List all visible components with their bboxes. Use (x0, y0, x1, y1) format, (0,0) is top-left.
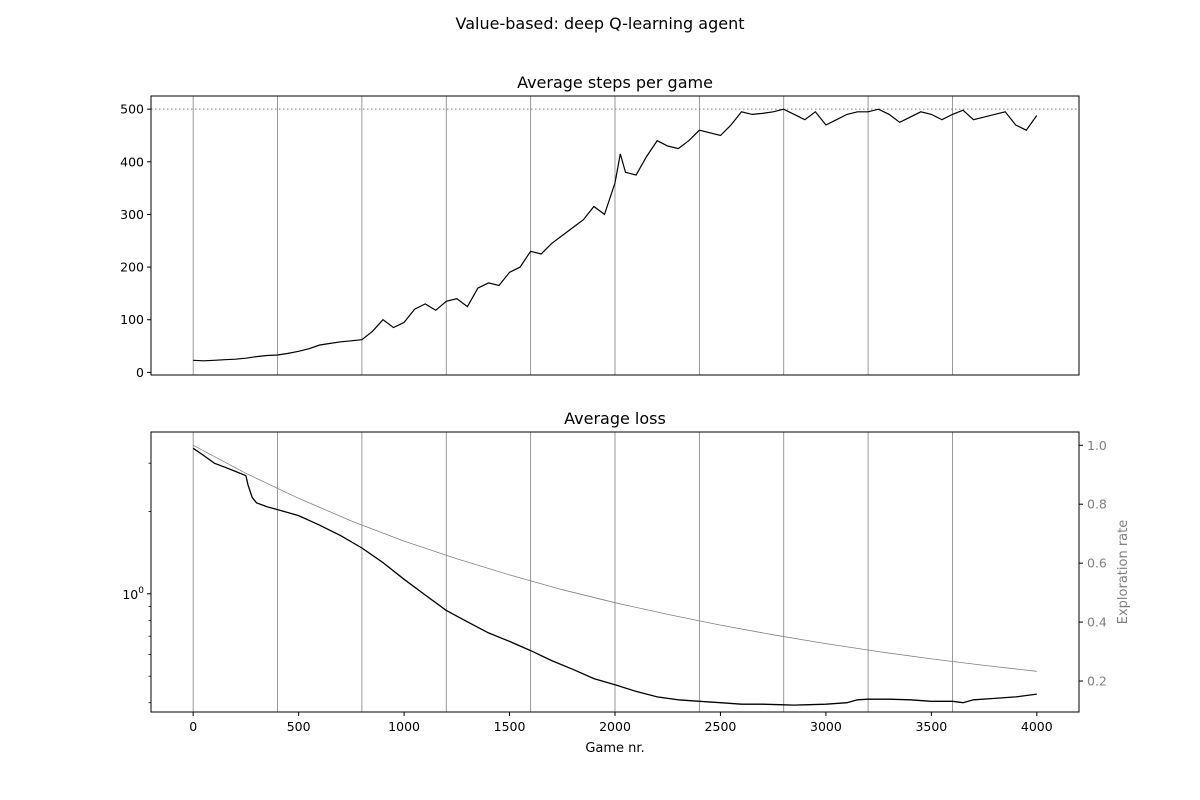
exploration-y-tick-label: 0.8 (1087, 497, 1107, 512)
loss-x-tick-label: 3000 (810, 719, 842, 734)
steps-chart-title: Average steps per game (517, 73, 713, 92)
loss-chart-x-label: Game nr. (585, 741, 644, 756)
loss-chart-series (192, 444, 1037, 706)
exploration-y-tick-label: 0.2 (1087, 674, 1107, 689)
loss-chart-y-axis: 100 (122, 462, 151, 704)
exploration-rate-axis: 0.2 0.4 0.6 0.8 1.0 (1079, 438, 1107, 689)
steps-y-tick-label: 400 (120, 154, 144, 169)
loss-chart-x-axis: 0 500 1000 1500 2000 2500 3000 3500 4000 (189, 712, 1053, 734)
steps-y-tick-label: 200 (120, 260, 144, 275)
steps-y-tick-label: 100 (120, 312, 144, 327)
loss-x-tick-label: 1500 (494, 719, 526, 734)
loss-chart-panel: Average loss 0 500 1000 1500 2000 2500 3000 350… (122, 409, 1131, 756)
steps-chart-frame (150, 95, 1080, 376)
exploration-y-tick-label: 1.0 (1087, 438, 1107, 453)
steps-chart-gridlines (192, 96, 953, 375)
loss-chart-gridlines (192, 432, 953, 712)
steps-y-tick-label: 0 (136, 365, 144, 380)
exploration-y-tick-label: 0.6 (1087, 556, 1107, 571)
loss-x-tick-label: 4000 (1021, 719, 1053, 734)
loss-x-tick-label: 3500 (915, 719, 947, 734)
loss-x-tick-label: 2500 (705, 719, 737, 734)
average-steps-line (193, 108, 1038, 362)
loss-x-tick-label: 500 (287, 719, 311, 734)
exploration-rate-axis-label: Exploration rate (1116, 520, 1131, 624)
average-loss-line (192, 447, 1037, 706)
steps-y-tick-label: 300 (120, 207, 144, 222)
steps-chart-y-axis: 0 100 200 300 400 500 (120, 102, 151, 380)
steps-chart-panel: Average steps per game 0 100 200 300 400 500 (120, 73, 1080, 380)
steps-chart-series (193, 108, 1038, 362)
exploration-rate-line (193, 444, 1037, 672)
exploration-y-tick-label: 0.4 (1087, 615, 1107, 630)
loss-x-tick-label: 0 (189, 719, 197, 734)
loss-x-tick-label: 1000 (388, 719, 420, 734)
loss-chart-title: Average loss (564, 409, 666, 428)
steps-y-tick-label: 500 (120, 102, 144, 117)
loss-x-tick-label: 2000 (599, 719, 631, 734)
loss-y-tick-label: 100 (122, 586, 144, 602)
figure-title: Value-based: deep Q-learning agent (456, 14, 745, 33)
